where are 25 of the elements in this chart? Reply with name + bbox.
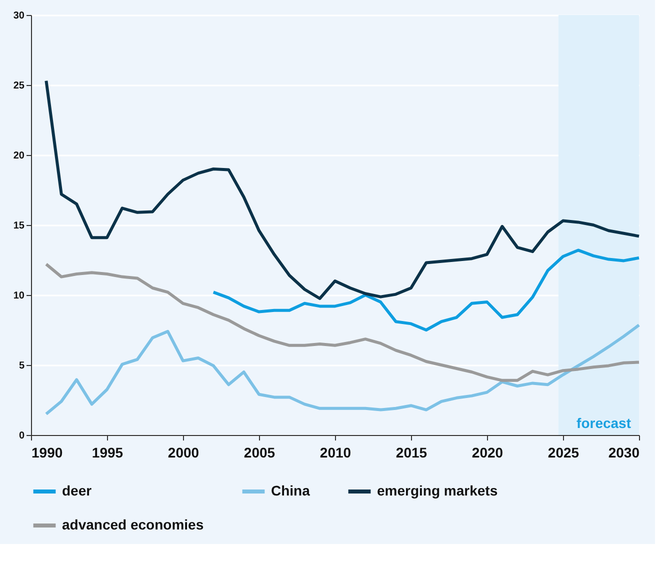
x-tick-label: 2005 (244, 444, 276, 460)
legend-label: deer (62, 482, 92, 498)
y-tick-label: 20 (13, 150, 25, 162)
x-tick-label: 2030 (608, 444, 640, 460)
x-tick-label: 2010 (320, 444, 352, 460)
y-tick-label: 10 (13, 290, 25, 302)
y-tick-label: 15 (13, 220, 25, 232)
legend-label: emerging markets (377, 482, 498, 498)
line-series (44, 79, 640, 300)
y-tick-label: 25 (13, 80, 25, 92)
x-tick-label: 1995 (92, 444, 124, 460)
y-tick-label: 0 (18, 430, 25, 442)
x-tick-label: 2000 (168, 444, 200, 460)
line-series (44, 324, 640, 416)
band-label: forecast (576, 415, 632, 431)
x-tick-label: 1990 (32, 444, 63, 460)
x-tick-label: 2015 (396, 444, 428, 460)
y-tick-label: 5 (18, 360, 25, 372)
x-tick-label: 2020 (472, 444, 504, 460)
y-tick-label: 30 (13, 10, 25, 22)
line-series (212, 248, 640, 332)
x-tick-label: 2025 (548, 444, 580, 460)
legend-label: advanced economies (62, 516, 204, 532)
line-series (44, 262, 640, 382)
legend-label: China (271, 482, 310, 498)
